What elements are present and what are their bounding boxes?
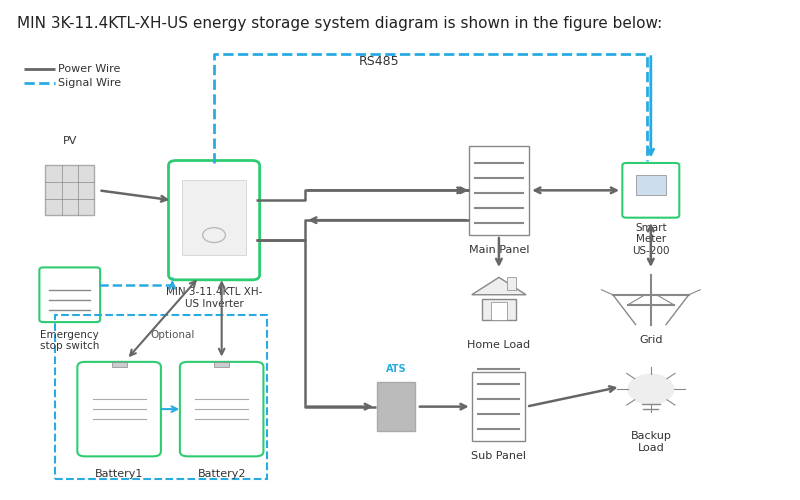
- Bar: [472, 372, 526, 442]
- Bar: [482, 298, 516, 320]
- FancyBboxPatch shape: [45, 166, 94, 215]
- Text: Main Panel: Main Panel: [469, 245, 529, 255]
- Bar: [378, 382, 415, 432]
- Text: Power Wire: Power Wire: [58, 64, 121, 74]
- FancyBboxPatch shape: [169, 160, 260, 280]
- Bar: [506, 278, 516, 290]
- Bar: [636, 176, 666, 196]
- Text: Battery1: Battery1: [95, 469, 143, 479]
- Circle shape: [628, 374, 674, 404]
- Bar: [469, 146, 530, 235]
- Text: PV: PV: [62, 136, 77, 145]
- Text: Home Load: Home Load: [467, 340, 530, 349]
- Bar: [111, 362, 126, 367]
- FancyBboxPatch shape: [78, 362, 161, 456]
- Text: MIN 3K-11.4KTL-XH-US energy storage system diagram is shown in the figure below:: MIN 3K-11.4KTL-XH-US energy storage syst…: [17, 16, 662, 32]
- Text: RS485: RS485: [358, 54, 399, 68]
- Text: MIN 3-11.4KTL XH-
US Inverter: MIN 3-11.4KTL XH- US Inverter: [166, 288, 262, 309]
- Text: Emergency
stop switch: Emergency stop switch: [40, 330, 99, 351]
- FancyBboxPatch shape: [622, 163, 679, 218]
- Text: Battery2: Battery2: [198, 469, 246, 479]
- Text: Smart
Meter
US-200: Smart Meter US-200: [632, 222, 670, 256]
- Text: Sub Panel: Sub Panel: [471, 452, 526, 462]
- FancyBboxPatch shape: [39, 268, 100, 322]
- Bar: [491, 302, 506, 320]
- Polygon shape: [472, 278, 526, 294]
- Text: Signal Wire: Signal Wire: [58, 78, 122, 88]
- Text: Optional: Optional: [150, 330, 194, 340]
- FancyBboxPatch shape: [180, 362, 263, 456]
- Bar: [214, 362, 230, 367]
- Text: Backup
Load: Backup Load: [630, 432, 671, 453]
- FancyBboxPatch shape: [182, 180, 246, 255]
- Text: Grid: Grid: [639, 334, 662, 344]
- Text: ATS: ATS: [386, 364, 406, 374]
